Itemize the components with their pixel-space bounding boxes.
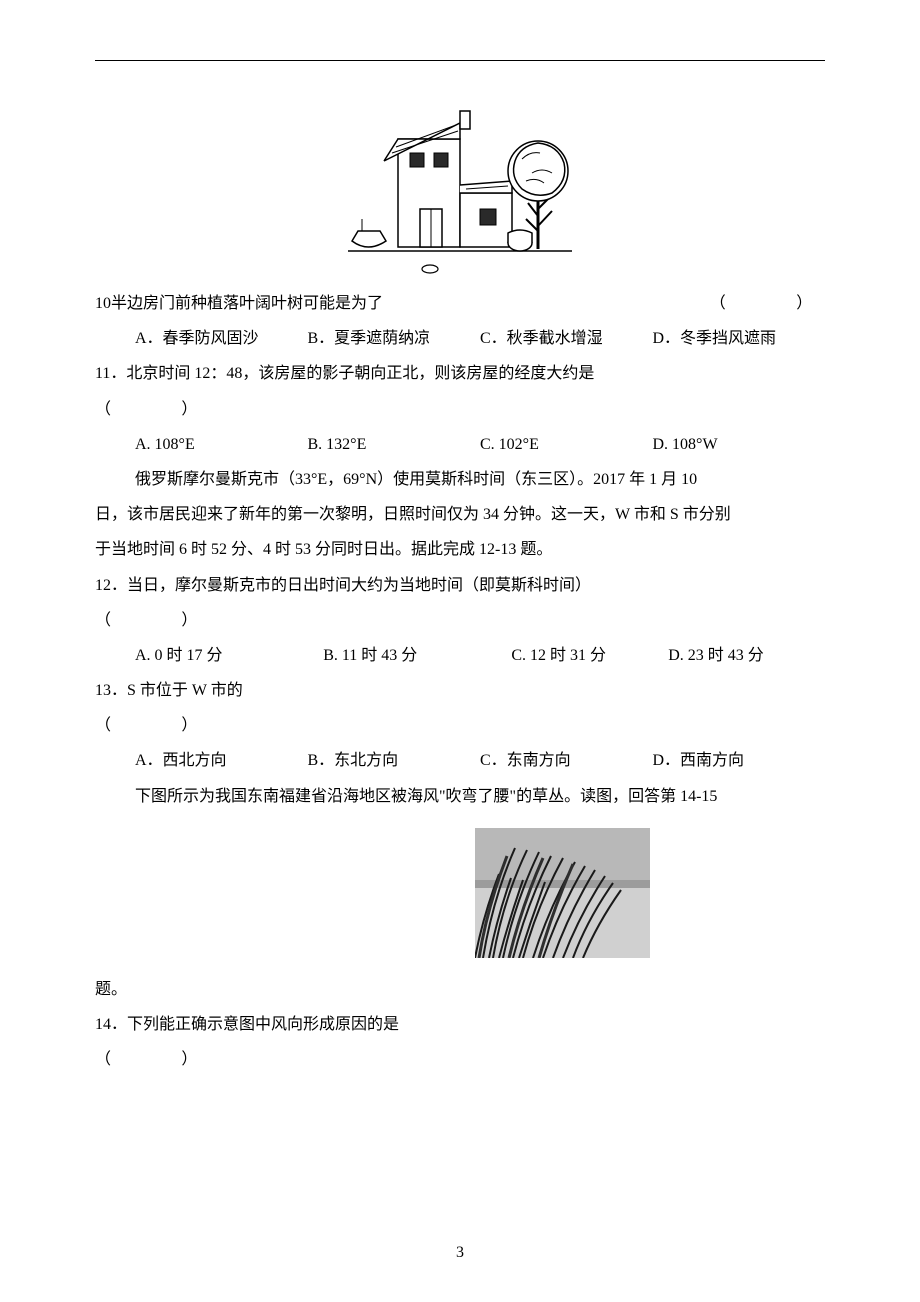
- passage-murmansk-line1: 俄罗斯摩尔曼斯克市（33°E，69°N）使用莫斯科时间（东三区）。2017 年 …: [95, 462, 825, 497]
- q14-blank: （ ）: [95, 1042, 825, 1077]
- question-10-stem: 10半边房门前种植落叶阔叶树可能是为了 （ ）: [95, 286, 825, 321]
- question-14-stem: 14．下列能正确示意图中风向形成原因的是: [95, 1007, 825, 1042]
- page-number: 3: [0, 1244, 920, 1262]
- q11-option-c: C. 102°E: [480, 427, 653, 462]
- q13-option-d: D．西南方向: [653, 743, 826, 778]
- q11-blank: （ ）: [95, 392, 825, 427]
- q13-option-a: A．西北方向: [135, 743, 308, 778]
- passage-grass-line1: 下图所示为我国东南福建省沿海地区被海风"吹弯了腰"的草丛。读图，回答第 14-1…: [95, 779, 825, 814]
- q12-option-a: A. 0 时 17 分: [135, 638, 323, 673]
- q12-option-b: B. 11 时 43 分: [323, 638, 511, 673]
- question-12-options: A. 0 时 17 分 B. 11 时 43 分 C. 12 时 31 分 D.…: [95, 638, 825, 673]
- passage-grass-end: 题。: [95, 972, 825, 1007]
- q11-option-b: B. 132°E: [308, 427, 481, 462]
- q11-option-a: A. 108°E: [135, 427, 308, 462]
- q12-option-c: C. 12 时 31 分: [511, 638, 668, 673]
- q12-blank: （ ）: [95, 603, 825, 638]
- q10-option-a: A．春季防风固沙: [135, 321, 308, 356]
- question-10-options: A．春季防风固沙 B．夏季遮荫纳凉 C．秋季截水增湿 D．冬季挡风遮雨: [95, 321, 825, 356]
- q11-option-d: D. 108°W: [653, 427, 826, 462]
- q10-blank: （ ）: [710, 286, 825, 321]
- question-12-stem: 12．当日，摩尔曼斯克市的日出时间大约为当地时间（即莫斯科时间）: [95, 568, 825, 603]
- q12-option-d: D. 23 时 43 分: [668, 638, 825, 673]
- passage-murmansk-line3: 于当地时间 6 时 52 分、4 时 53 分同时日出。据此完成 12-13 题…: [95, 532, 825, 567]
- q13-option-b: B．东北方向: [308, 743, 481, 778]
- q13-option-c: C．东南方向: [480, 743, 653, 778]
- q10-text: 10半边房门前种植落叶阔叶树可能是为了: [95, 286, 383, 321]
- question-11-options: A. 108°E B. 132°E C. 102°E D. 108°W: [95, 427, 825, 462]
- q10-option-c: C．秋季截水增湿: [480, 321, 653, 356]
- q13-blank: （ ）: [95, 708, 825, 743]
- grass-photo: [475, 828, 650, 958]
- question-13-stem: 13．S 市位于 W 市的: [95, 673, 825, 708]
- q10-option-d: D．冬季挡风遮雨: [653, 321, 826, 356]
- horizontal-rule: [95, 60, 825, 61]
- q10-option-b: B．夏季遮荫纳凉: [308, 321, 481, 356]
- question-11-stem: 11．北京时间 12：48，该房屋的影子朝向正北，则该房屋的经度大约是: [95, 356, 825, 391]
- passage-murmansk-line2: 日，该市居民迎来了新年的第一次黎明，日照时间仅为 34 分钟。这一天，W 市和 …: [95, 497, 825, 532]
- house-illustration: [340, 81, 580, 276]
- question-13-options: A．西北方向 B．东北方向 C．东南方向 D．西南方向: [95, 743, 825, 778]
